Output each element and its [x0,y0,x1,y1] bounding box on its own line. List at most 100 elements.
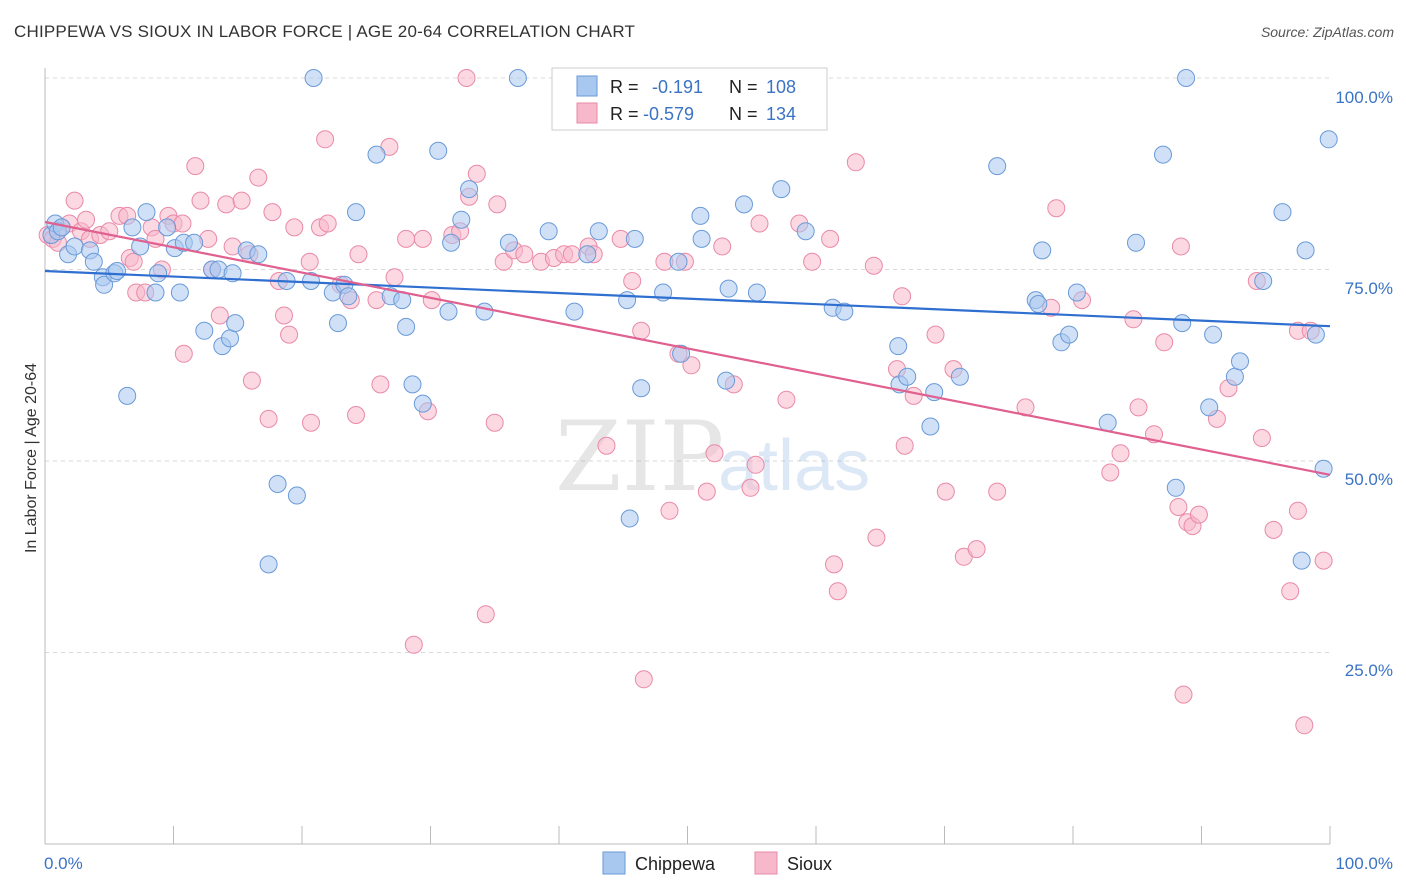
point-chippewa [108,262,126,280]
y-tick-labels: 100.0% 75.0% 50.0% 25.0% [1335,88,1393,680]
watermark-zip: ZIP [555,401,724,513]
point-sioux [1295,716,1314,735]
point-chippewa [950,367,969,386]
point-sioux [485,413,504,432]
point-chippewa [1254,272,1273,290]
point-sioux [746,455,765,474]
point-chippewa [692,229,711,248]
point-chippewa [589,222,608,241]
point-chippewa [735,195,753,214]
point-chippewa [988,157,1007,176]
chart-source: Source: ZipAtlas.com [1260,24,1394,40]
point-chippewa [539,222,558,241]
point-chippewa [772,180,791,199]
point-chippewa [452,210,471,229]
point-sioux [682,356,701,375]
point-sioux [476,605,495,624]
x-tick-label-max: 100.0% [1335,854,1393,873]
point-chippewa [1231,352,1249,371]
point-chippewa [1033,241,1052,260]
point-chippewa [1166,478,1185,497]
y-tick-label-75: 75.0% [1345,279,1393,298]
point-chippewa [65,237,84,256]
point-chippewa [796,222,815,241]
bottom-legend-swatch-chippewa [602,851,626,875]
y-tick-label-100: 100.0% [1335,88,1393,107]
point-sioux [1288,501,1307,520]
point-chippewa [1273,203,1292,222]
point-sioux [1314,551,1333,570]
point-chippewa [397,317,416,336]
point-sioux [318,214,337,233]
point-sioux [1174,685,1193,704]
point-sioux [371,375,390,394]
y-axis-label: In Labor Force | Age 20-64 [23,363,40,553]
chart-title: CHIPPEWA VS SIOUX IN LABOR FORCE | AGE 2… [14,22,636,41]
legend-n-value-chippewa: 108 [766,77,796,97]
point-chippewa [632,379,651,398]
point-sioux [1155,333,1174,352]
point-sioux [280,325,299,344]
axes-layer [44,68,1331,845]
point-sioux [864,256,883,275]
legend-swatch-sioux [576,102,598,124]
point-sioux [467,164,486,183]
point-chippewa [185,233,204,252]
point-sioux [846,153,865,172]
point-chippewa [460,180,479,199]
point-sioux [316,130,335,149]
point-sioux [777,390,796,409]
point-sioux [1252,429,1271,447]
point-chippewa [1292,551,1311,570]
legend-r-label-chippewa: R = [610,77,639,97]
point-sioux [302,413,320,432]
point-sioux [515,245,534,264]
point-chippewa [747,283,766,302]
point-chippewa [287,486,306,505]
point-sioux [249,168,268,187]
point-chippewa [1204,325,1223,344]
point-chippewa [329,314,347,333]
point-sioux [1264,520,1283,539]
point-sioux [413,229,432,248]
point-chippewa [347,203,365,222]
point-sioux [263,203,282,222]
bottom-legend: Chippewa Sioux [602,851,832,875]
point-chippewa [429,141,448,160]
point-sioux [174,344,193,363]
point-chippewa [719,279,738,298]
point-sioux [232,191,251,210]
point-sioux [186,157,205,176]
point-sioux [300,252,319,271]
point-chippewa [158,218,177,237]
point-sioux [100,222,119,241]
legend: R = -0.191 N = 108 R = -0.579 N = 134 [551,67,828,131]
point-chippewa [223,264,242,283]
point-chippewa [921,417,940,436]
point-sioux [713,237,732,256]
point-chippewa [1306,325,1325,344]
bottom-legend-label-chippewa: Chippewa [635,854,716,874]
point-chippewa [249,245,268,264]
legend-n-label-sioux: N = [729,104,758,124]
trend-layer [44,220,1331,476]
point-chippewa [1060,325,1079,344]
point-sioux [562,245,581,264]
point-chippewa [146,283,165,302]
points-layer [38,69,1338,735]
point-chippewa [1154,145,1172,164]
point-chippewa [413,394,432,413]
point-chippewa [149,264,168,283]
point-sioux [904,386,923,405]
point-chippewa [1127,233,1145,252]
point-sioux [597,436,616,455]
point-chippewa [672,344,691,363]
point-chippewa [226,314,245,333]
point-sioux [660,501,679,520]
point-sioux [967,540,986,559]
point-chippewa [898,367,917,386]
point-sioux [705,444,724,463]
point-chippewa [691,206,710,225]
legend-n-label-chippewa: N = [729,77,758,97]
point-sioux [867,528,886,547]
